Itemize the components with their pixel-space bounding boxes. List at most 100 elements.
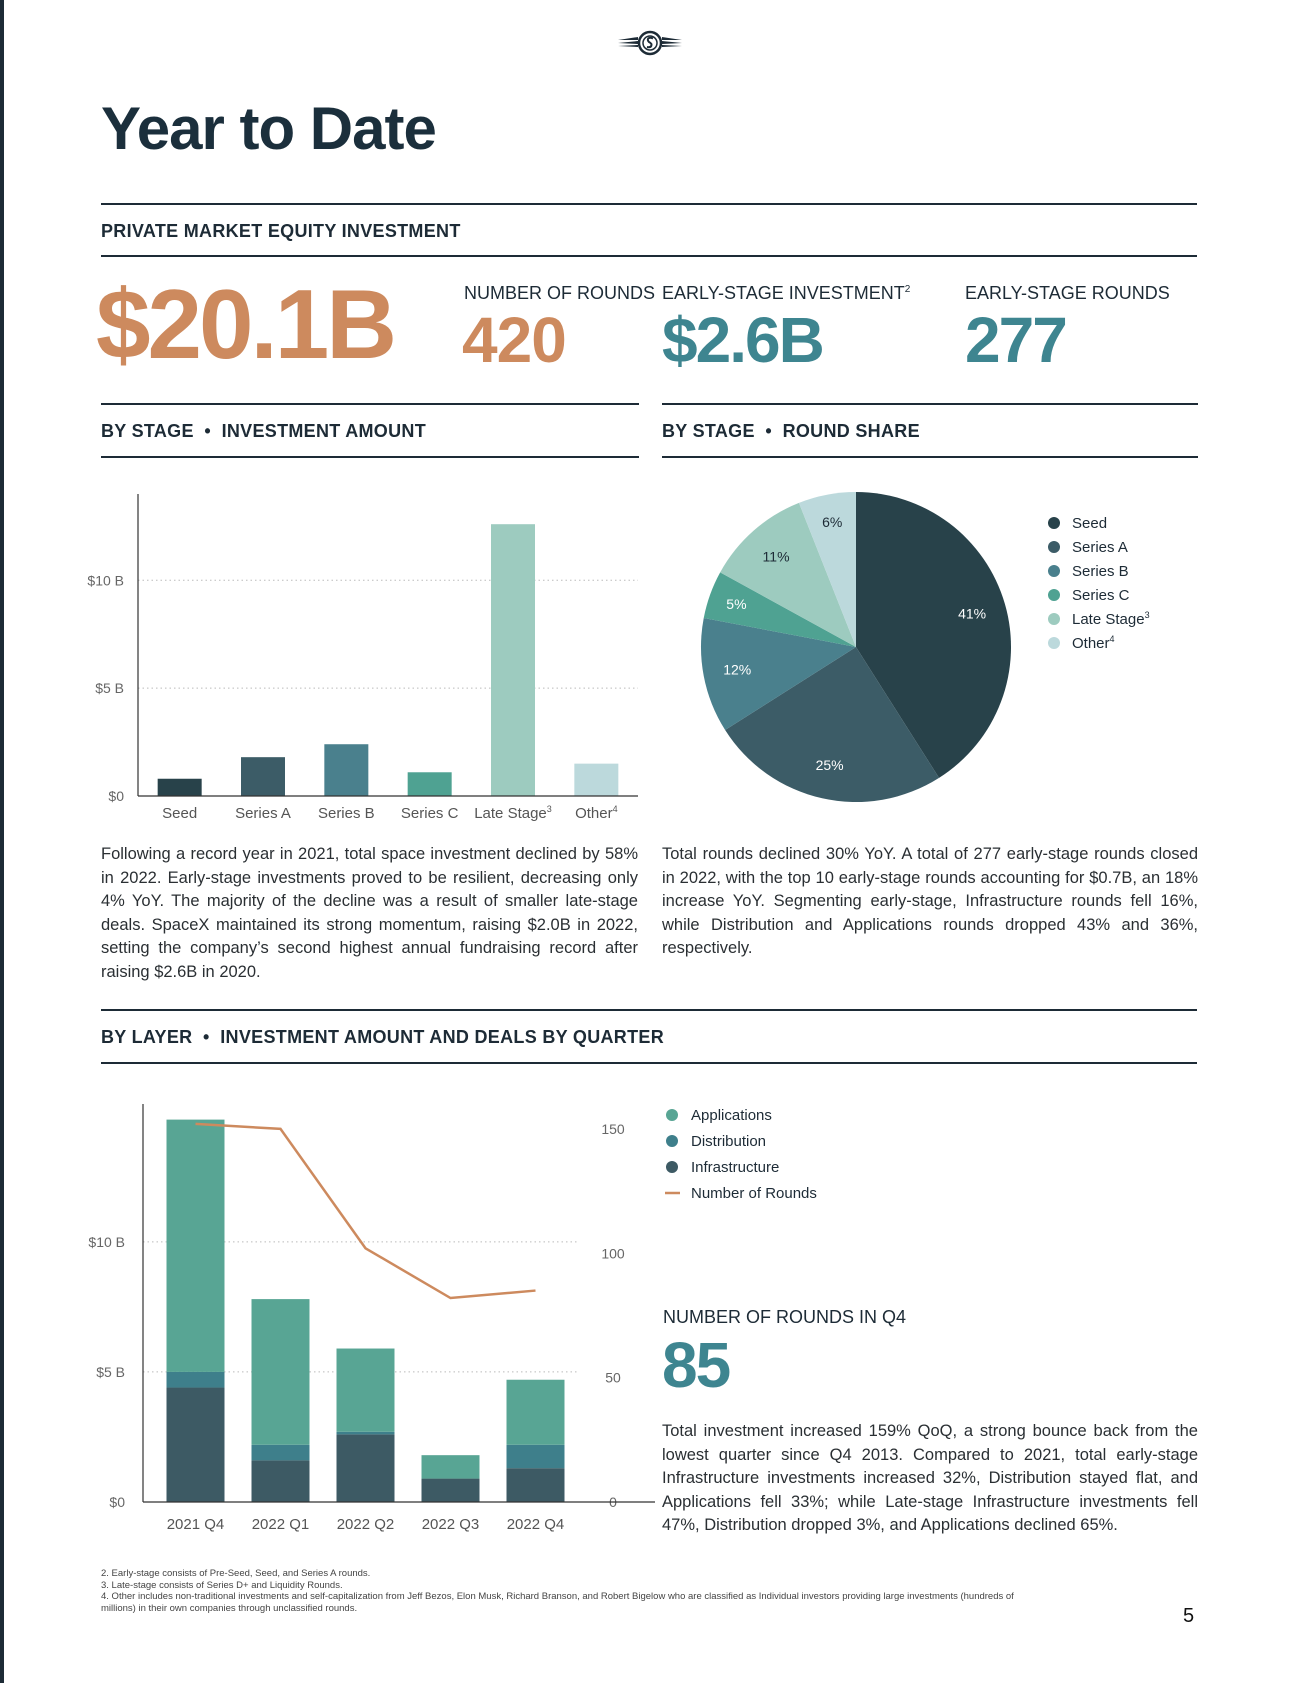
bar-distribution-2022-q1 xyxy=(251,1444,310,1461)
legend-swatch xyxy=(666,1135,678,1147)
pie-slice-series-b xyxy=(701,617,856,731)
pie-value-label: 5% xyxy=(726,596,746,612)
bar-distribution-2022-q2 xyxy=(336,1431,395,1435)
y-tick-label: $5 B xyxy=(96,1364,125,1380)
section-heading-stage-amount: BY STAGE • INVESTMENT AMOUNT xyxy=(101,421,427,441)
q4-rounds-label: NUMBER OF ROUNDS IN Q4 xyxy=(663,1307,907,1327)
total-investment-value: $20.1B xyxy=(96,269,397,379)
bar-distribution-2021-q4 xyxy=(166,1371,225,1388)
legend-label: Applications xyxy=(691,1107,772,1124)
legend-swatch xyxy=(1048,613,1060,625)
bar-infrastructure-2021-q4 xyxy=(166,1387,225,1502)
bar-late-stage xyxy=(491,524,535,796)
bar-series-a xyxy=(241,757,285,796)
stage-amount-paragraph: Following a record year in 2021, total s… xyxy=(101,845,638,981)
legend-label: Number of Rounds xyxy=(691,1185,817,1202)
layer-chart-legend: Applications Distribution Infrastructure Nu… xyxy=(665,1107,817,1202)
section-heading-round-share: BY STAGE • ROUND SHARE xyxy=(662,421,920,441)
pie-value-label: 12% xyxy=(723,662,751,678)
divider xyxy=(662,456,1198,458)
bar-series-b xyxy=(324,744,369,796)
footnote: 2. Early-stage consists of Pre-Seed, See… xyxy=(101,1568,371,1579)
bar-seed xyxy=(157,778,202,796)
bar-series-c xyxy=(407,772,452,796)
footnote-ref: 2 xyxy=(904,284,911,295)
legend-swatch xyxy=(1048,517,1060,529)
footnotes: 2. Early-stage consists of Pre-Seed, See… xyxy=(101,1568,1041,1614)
round-share-pie-chart: 41% 25% 12% 5% 11% 6% Seed Series A Series B Ser… xyxy=(701,492,1150,802)
y-tick-label: $5 B xyxy=(95,680,124,696)
brand-logo xyxy=(618,30,682,56)
pie-value-label: 6% xyxy=(822,514,842,530)
x-tick-label: Late Stage3 xyxy=(474,804,552,822)
page-title: Year to Date xyxy=(101,95,437,162)
legend-label: Distribution xyxy=(691,1133,766,1150)
y-tick-label: $10 B xyxy=(87,572,124,588)
x-tick-label: 2021 Q4 xyxy=(167,1516,225,1533)
footnote: 4. Other includes non-traditional invest… xyxy=(101,1591,1014,1614)
legend-label: Other4 xyxy=(1072,634,1115,652)
pie-value-label: 41% xyxy=(958,605,986,621)
legend-label: Series A xyxy=(1072,539,1128,556)
x-tick-label: Series B xyxy=(318,805,375,822)
divider xyxy=(101,456,639,458)
bar-infrastructure-2022-q1 xyxy=(251,1460,310,1502)
divider xyxy=(662,403,1198,405)
x-tick-label: 2022 Q4 xyxy=(507,1516,565,1533)
legend-label: Late Stage3 xyxy=(1072,610,1150,628)
y-tick-label: $0 xyxy=(108,788,124,804)
legend-swatch xyxy=(1048,637,1060,649)
page-edge-bar xyxy=(0,0,4,1683)
divider xyxy=(101,1062,1197,1064)
x-tick-label: 2022 Q2 xyxy=(337,1516,395,1533)
legend-swatch xyxy=(1048,541,1060,553)
by-layer-paragraph: Total investment increased 159% QoQ, a s… xyxy=(662,1422,1198,1534)
x-tick-label: Seed xyxy=(162,805,197,822)
legend-label: Series C xyxy=(1072,587,1130,604)
pie-slice-seed xyxy=(856,492,1011,778)
early-rounds-label: EARLY-STAGE ROUNDS xyxy=(965,283,1170,303)
rounds-value: 420 xyxy=(462,304,567,376)
y2-tick-label: 150 xyxy=(601,1121,625,1137)
rounds-label: NUMBER OF ROUNDS xyxy=(464,283,656,303)
divider xyxy=(101,403,639,405)
section-heading-by-layer: BY LAYER • INVESTMENT AMOUNT AND DEALS B… xyxy=(101,1027,664,1047)
x-tick-label: Series C xyxy=(401,805,459,822)
footnote: 3. Late-stage consists of Series D+ and … xyxy=(101,1579,343,1591)
bar-applications-2021-q4 xyxy=(166,1119,225,1372)
bar-applications-2022-q3 xyxy=(421,1455,480,1479)
pie-slice-other xyxy=(798,492,856,647)
y-tick-label: $0 xyxy=(109,1494,125,1510)
legend-swatch xyxy=(1048,589,1060,601)
bar-applications-2022-q2 xyxy=(336,1348,395,1432)
legend-label: Infrastructure xyxy=(691,1159,779,1176)
section-heading-private-market: PRIVATE MARKET EQUITY INVESTMENT xyxy=(101,221,461,241)
y-tick-label: $10 B xyxy=(88,1234,125,1250)
bar-infrastructure-2022-q3 xyxy=(421,1478,480,1502)
x-tick-label: 2022 Q1 xyxy=(252,1516,310,1533)
pie-slice-series-a xyxy=(725,647,940,802)
round-share-paragraph: Total rounds declined 30% YoY. A total o… xyxy=(662,845,1198,957)
bar-applications-2022-q4 xyxy=(506,1379,565,1445)
bar-applications-2022-q1 xyxy=(251,1299,310,1445)
pie-value-label: 25% xyxy=(816,757,844,773)
x-tick-label: Series A xyxy=(235,805,291,822)
legend-label: Series B xyxy=(1072,563,1129,580)
legend-swatch xyxy=(666,1109,678,1121)
y2-tick-label: 50 xyxy=(605,1370,621,1386)
x-tick-label: 2022 Q3 xyxy=(422,1516,480,1533)
stage-investment-bar-chart: $0 $5 B $10 B Seed Series A Series B Series C… xyxy=(87,494,638,822)
rounds-line xyxy=(195,1122,536,1300)
pie-slice-late-stage xyxy=(720,502,856,647)
legend-label: Seed xyxy=(1072,515,1107,532)
divider xyxy=(101,1009,1197,1011)
page-number: 5 xyxy=(1183,1605,1195,1627)
bar-other xyxy=(574,763,619,796)
early-investment-label: EARLY-STAGE INVESTMENT2 xyxy=(662,283,911,303)
y2-tick-label: 100 xyxy=(601,1245,625,1261)
early-rounds-value: 277 xyxy=(965,304,1068,376)
legend-swatch xyxy=(666,1161,678,1173)
x-tick-label: Other4 xyxy=(575,804,618,822)
bar-distribution-2022-q4 xyxy=(506,1444,565,1469)
